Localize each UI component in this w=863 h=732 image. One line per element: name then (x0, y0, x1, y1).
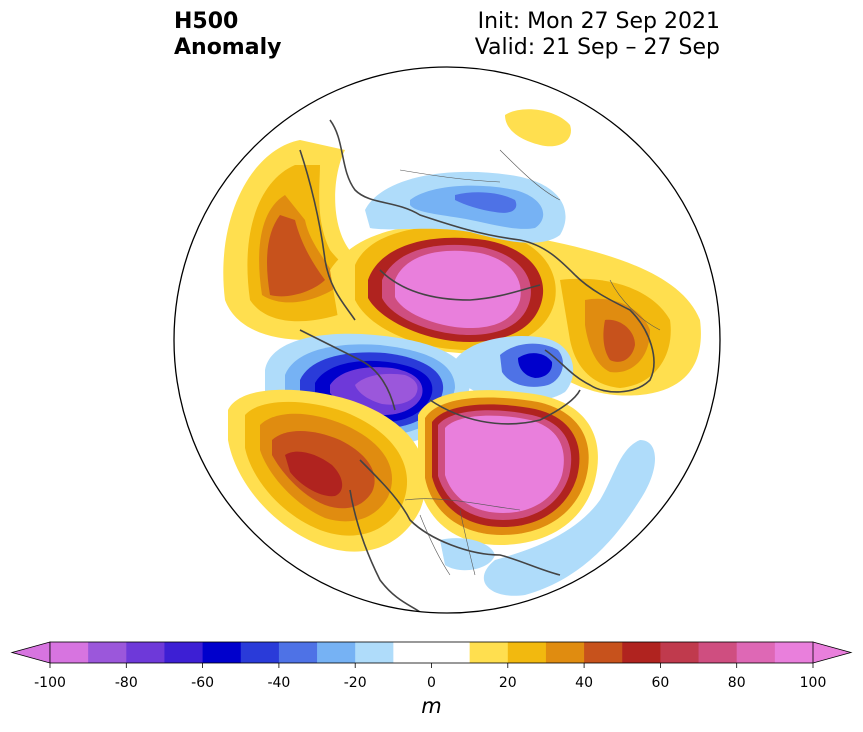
colorbar-cell (545, 642, 585, 663)
colorbar-tick-label: 40 (575, 675, 593, 691)
border-asia-2 (499, 149, 561, 201)
colorbar-cell (126, 642, 165, 663)
coastline-arctic (379, 269, 541, 301)
coastline-pacific (299, 149, 356, 321)
init-date: Init: Mon 27 Sep 2021 (477, 9, 720, 34)
colorbar-tick-label: 60 (651, 675, 669, 691)
colorbar-tick-label: -40 (267, 675, 290, 691)
colorbar-cell (622, 642, 661, 663)
colorbar-cell (317, 642, 356, 663)
coastline-asia (329, 119, 576, 276)
colorbar-cell (164, 642, 204, 663)
anomaly-fields (223, 109, 701, 596)
borders (399, 149, 661, 576)
coastline-alaska (299, 329, 396, 411)
colorbar-extend-min (10, 641, 51, 664)
map-boundary (173, 66, 721, 614)
colorbar-extend-max (812, 641, 853, 664)
coastline-canada-arctic (429, 389, 581, 425)
colorbar-tick-label: -60 (191, 675, 214, 691)
title-variable: H500 (174, 9, 239, 34)
chart-title-left: H500 Anomaly (174, 9, 281, 61)
colorbar-cell (355, 642, 394, 663)
colorbar-cell (240, 642, 280, 663)
positive-anomaly-europe-peak (603, 319, 635, 362)
colorbar-cell (660, 642, 700, 663)
colorbar-tick-label: 100 (800, 675, 827, 691)
colorbar-cell (698, 642, 738, 663)
polar-map (173, 66, 721, 614)
coastlines (299, 119, 655, 613)
coastline-mexico (349, 489, 421, 613)
colorbar-cell (393, 642, 471, 663)
negative-anomaly-atlantic (483, 440, 655, 596)
colorbar-cell (202, 642, 242, 663)
positive-anomaly-ne-pacific-peak (285, 451, 343, 497)
title-anomaly: Anomaly (174, 35, 282, 60)
negative-anomaly-scandinavia-core (518, 353, 553, 378)
coastline-north-america (359, 459, 561, 576)
colorbar-cell (50, 642, 89, 663)
colorbar-cell (584, 642, 623, 663)
colorbar-unit-label: m (421, 694, 442, 718)
colorbar-tick-label: 20 (499, 675, 517, 691)
colorbar-tick-label: 0 (427, 675, 436, 691)
positive-anomaly-pacific-peak (267, 215, 325, 297)
colorbar-tick-label: -100 (34, 675, 66, 691)
border-us-canada (404, 498, 521, 511)
chart-title-right: Init: Mon 27 Sep 2021 Valid: 21 Sep – 27… (475, 9, 720, 61)
border-asia-1 (399, 169, 501, 183)
colorbar-cell (278, 642, 318, 663)
colorbar-ticks: -100 -80 -60 -40 -20 0 20 40 60 80 100 (34, 663, 826, 691)
colorbar-cell (507, 642, 547, 663)
positive-anomaly-canada-core (445, 415, 564, 513)
colorbar-tick-label: 80 (728, 675, 746, 691)
positive-anomaly-siberia-core (395, 250, 521, 328)
border-europe (609, 279, 661, 331)
colorbar-tick-label: -20 (344, 675, 367, 691)
colorbar-cell (469, 642, 509, 663)
colorbar: -100 -80 -60 -40 -20 0 20 40 60 80 100 (10, 641, 853, 691)
colorbar-tick-label: -80 (115, 675, 138, 691)
coastline-europe (544, 274, 655, 393)
negative-anomaly-pacific-core (355, 373, 418, 405)
colorbar-cell (774, 642, 814, 663)
positive-anomaly-arabia (505, 109, 571, 147)
valid-range: Valid: 21 Sep – 27 Sep (474, 35, 720, 60)
colorbar-cell (736, 642, 776, 663)
negative-anomaly-east-asia-core (455, 192, 517, 213)
border-us-states (419, 509, 476, 576)
colorbar-cell (88, 642, 127, 663)
colorbar-cells (10, 641, 853, 664)
